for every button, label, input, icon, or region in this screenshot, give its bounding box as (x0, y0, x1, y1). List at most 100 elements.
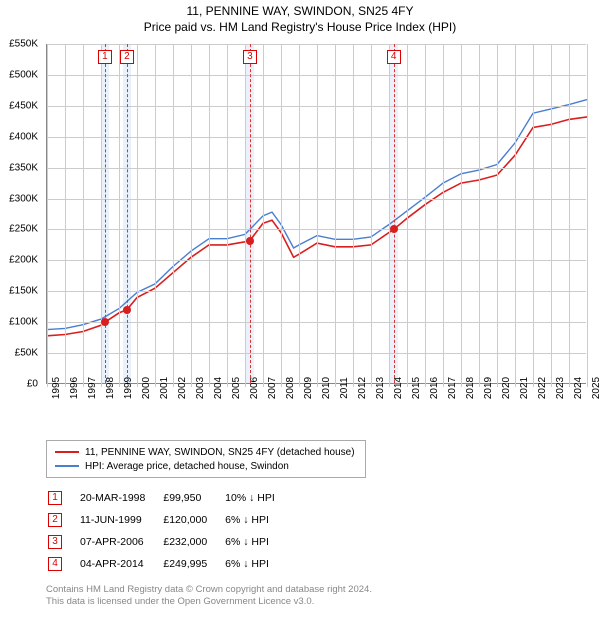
x-axis-label: 2016 (429, 377, 440, 399)
y-axis-label: £400K (9, 131, 38, 142)
x-axis-label: 2011 (339, 377, 350, 399)
y-axis-label: £200K (9, 255, 38, 266)
sale-dash-line (105, 44, 106, 383)
footer-line2: This data is licensed under the Open Gov… (46, 596, 590, 608)
x-gridline (353, 44, 354, 387)
legend-row: 11, PENNINE WAY, SWINDON, SN25 4FY (deta… (55, 445, 357, 459)
x-axis-label: 2001 (159, 377, 170, 399)
y-axis-label: £100K (9, 317, 38, 328)
sale-dash-line (394, 44, 395, 383)
x-axis-label: 2009 (303, 377, 314, 399)
y-axis-label: £350K (9, 162, 38, 173)
x-axis-label: 2025 (591, 377, 600, 399)
x-axis-label: 2023 (555, 377, 566, 399)
x-axis-label: 2018 (465, 377, 476, 399)
table-row: 1 20-MAR-1998£99,95010% ↓ HPI (48, 488, 291, 508)
y-axis-label: £50K (15, 348, 38, 359)
chart-plot-area: £0£50K£100K£150K£200K£250K£300K£350K£400… (46, 44, 586, 384)
sale-date: 07-APR-2006 (80, 532, 161, 552)
legend-label: 11, PENNINE WAY, SWINDON, SN25 4FY (deta… (85, 447, 355, 458)
sale-number-box: 3 (48, 535, 62, 549)
x-gridline (497, 44, 498, 387)
sale-dot (123, 306, 131, 314)
y-axis-label: £250K (9, 224, 38, 235)
x-gridline (479, 44, 480, 387)
x-gridline (245, 44, 246, 387)
x-gridline (335, 44, 336, 387)
x-gridline (137, 44, 138, 387)
x-gridline (173, 44, 174, 387)
x-axis-label: 2005 (231, 377, 242, 399)
x-axis-label: 2008 (285, 377, 296, 399)
x-gridline (407, 44, 408, 387)
x-axis-label: 2004 (213, 377, 224, 399)
sale-delta: 6% ↓ HPI (225, 510, 291, 530)
sale-dot (390, 225, 398, 233)
sale-marker-box: 1 (98, 50, 112, 64)
x-gridline (47, 44, 48, 387)
x-axis-label: 1999 (123, 377, 134, 399)
x-axis-label: 1998 (105, 377, 116, 399)
sale-price: £99,950 (163, 488, 223, 508)
x-gridline (65, 44, 66, 387)
x-gridline (317, 44, 318, 387)
sale-delta: 10% ↓ HPI (225, 488, 291, 508)
table-row: 3 07-APR-2006£232,0006% ↓ HPI (48, 532, 291, 552)
sale-dash-line (127, 44, 128, 383)
footer-attribution: Contains HM Land Registry data © Crown c… (46, 584, 590, 609)
y-axis-label: £0 (27, 379, 38, 390)
x-axis-label: 2007 (267, 377, 278, 399)
sale-number-box: 2 (48, 513, 62, 527)
x-axis-label: 2019 (483, 377, 494, 399)
x-gridline (191, 44, 192, 387)
x-gridline (155, 44, 156, 387)
sale-price: £120,000 (163, 510, 223, 530)
x-axis-label: 2012 (357, 377, 368, 399)
sale-date: 11-JUN-1999 (80, 510, 161, 530)
x-axis-label: 2013 (375, 377, 386, 399)
legend-swatch (55, 451, 79, 453)
x-axis-label: 2010 (321, 377, 332, 399)
chart-container: 11, PENNINE WAY, SWINDON, SN25 4FY Price… (0, 0, 600, 620)
x-axis-label: 2015 (411, 377, 422, 399)
x-gridline (83, 44, 84, 387)
x-gridline (461, 44, 462, 387)
sale-dot (246, 237, 254, 245)
x-axis-label: 2003 (195, 377, 206, 399)
title-block: 11, PENNINE WAY, SWINDON, SN25 4FY Price… (0, 0, 600, 36)
x-gridline (281, 44, 282, 387)
x-gridline (119, 44, 120, 387)
y-axis-label: £500K (9, 69, 38, 80)
sale-price: £232,000 (163, 532, 223, 552)
x-gridline (515, 44, 516, 387)
x-gridline (263, 44, 264, 387)
y-axis-label: £150K (9, 286, 38, 297)
x-gridline (209, 44, 210, 387)
sale-marker-box: 4 (387, 50, 401, 64)
x-axis-label: 2024 (573, 377, 584, 399)
x-gridline (389, 44, 390, 387)
sale-dot (101, 318, 109, 326)
x-gridline (425, 44, 426, 387)
sale-delta: 6% ↓ HPI (225, 532, 291, 552)
sale-date: 20-MAR-1998 (80, 488, 161, 508)
legend-row: HPI: Average price, detached house, Swin… (55, 459, 357, 473)
x-gridline (551, 44, 552, 387)
x-gridline (101, 44, 102, 387)
sale-marker-box: 3 (243, 50, 257, 64)
legend-swatch (55, 465, 79, 467)
x-axis-label: 1996 (69, 377, 80, 399)
table-row: 2 11-JUN-1999£120,0006% ↓ HPI (48, 510, 291, 530)
y-axis-label: £300K (9, 193, 38, 204)
legend-label: HPI: Average price, detached house, Swin… (85, 461, 289, 472)
x-axis-label: 1997 (87, 377, 98, 399)
sale-number-box: 1 (48, 491, 62, 505)
y-axis-label: £450K (9, 100, 38, 111)
legend-box: 11, PENNINE WAY, SWINDON, SN25 4FY (deta… (46, 440, 366, 478)
title-address: 11, PENNINE WAY, SWINDON, SN25 4FY (0, 4, 600, 18)
x-gridline (443, 44, 444, 387)
x-gridline (569, 44, 570, 387)
x-axis-label: 1995 (51, 377, 62, 399)
x-axis-label: 2017 (447, 377, 458, 399)
x-gridline (299, 44, 300, 387)
